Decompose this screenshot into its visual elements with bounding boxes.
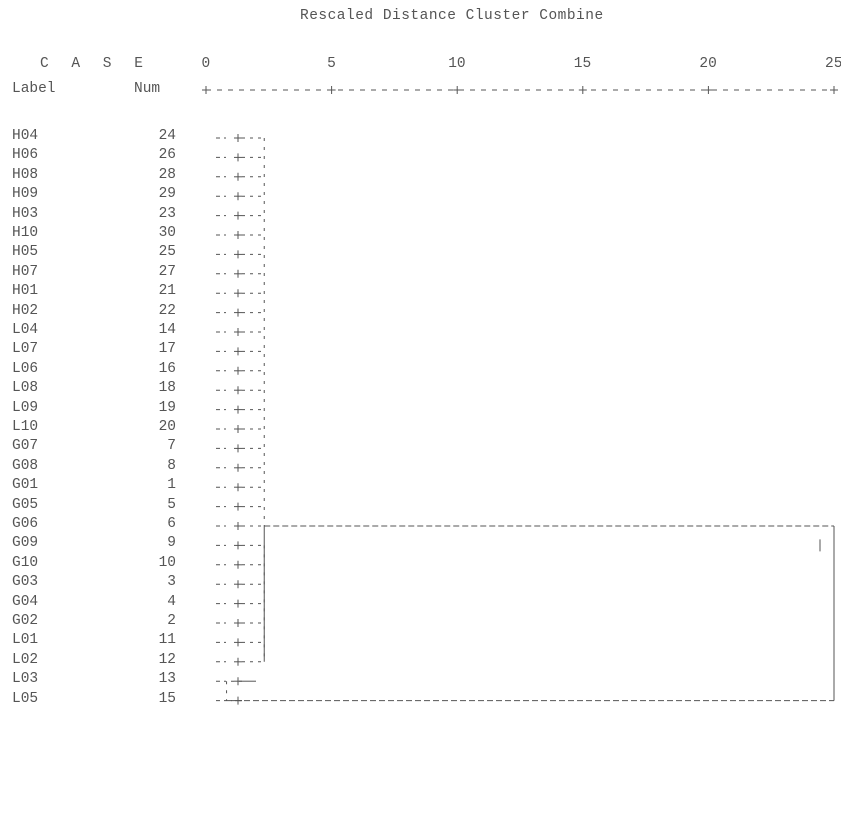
- case-num: 16: [158, 360, 176, 377]
- case-num: 1: [167, 477, 176, 494]
- case-num: 10: [158, 554, 176, 571]
- case-label: L09: [12, 399, 39, 416]
- case-label: G02: [12, 613, 39, 629]
- case-label: H10: [12, 225, 39, 241]
- case-label: H07: [12, 263, 39, 280]
- num-column-header: Num: [134, 81, 161, 97]
- case-num: 15: [158, 690, 176, 707]
- case-label: L02: [12, 651, 39, 668]
- case-num: 26: [158, 147, 176, 164]
- case-label: L07: [12, 341, 39, 358]
- case-num: 11: [158, 632, 176, 649]
- case-num: 17: [158, 341, 176, 358]
- case-label: G06: [12, 516, 39, 532]
- case-label: H05: [12, 244, 39, 261]
- case-num: 28: [158, 166, 176, 183]
- case-num: 19: [158, 399, 176, 416]
- tick-label: 20: [699, 56, 717, 72]
- case-label: L10: [12, 419, 39, 435]
- case-label: G03: [12, 574, 39, 591]
- case-header: C A S E: [40, 56, 150, 72]
- case-num: 23: [158, 205, 176, 222]
- case-num: 21: [158, 283, 176, 300]
- case-num: 13: [158, 671, 176, 688]
- case-label: L08: [12, 380, 39, 397]
- case-num: 30: [158, 225, 176, 241]
- case-num: 29: [158, 186, 176, 203]
- case-num: 12: [158, 651, 176, 668]
- case-num: 3: [167, 574, 176, 591]
- case-label: G08: [12, 457, 39, 474]
- case-num: 6: [167, 516, 176, 532]
- case-num: 4: [167, 593, 176, 610]
- case-label: G04: [12, 593, 39, 610]
- case-label: H06: [12, 147, 39, 164]
- case-label: H02: [12, 302, 39, 319]
- case-label: H09: [12, 186, 39, 203]
- case-label: L01: [12, 632, 39, 649]
- case-num: 18: [158, 380, 176, 397]
- case-label: G01: [12, 477, 39, 494]
- case-num: 8: [167, 457, 176, 474]
- case-num: 27: [158, 263, 176, 280]
- case-label: H03: [12, 205, 39, 222]
- case-num: 20: [158, 419, 176, 435]
- chart-title: Rescaled Distance Cluster Combine: [300, 8, 604, 24]
- case-label: L06: [12, 360, 39, 377]
- case-label: L05: [12, 690, 39, 707]
- case-num: 7: [167, 438, 176, 455]
- case-num: 5: [167, 496, 176, 513]
- case-label: L04: [12, 322, 39, 338]
- case-num: 14: [158, 322, 176, 338]
- distance-scale-axis: [202, 86, 838, 94]
- case-label: G05: [12, 496, 39, 513]
- case-label: G09: [12, 535, 39, 552]
- case-num: 22: [158, 302, 176, 319]
- tick-label: 15: [573, 56, 592, 72]
- case-num: 2: [167, 613, 176, 629]
- case-label: G10: [12, 554, 39, 571]
- label-column-header: Label: [12, 81, 56, 97]
- tick-label: 0: [201, 56, 211, 72]
- case-num: 9: [167, 535, 176, 552]
- case-label: G07: [12, 438, 39, 455]
- case-num: 25: [158, 244, 176, 261]
- case-label: L03: [12, 671, 39, 688]
- case-label: H04: [12, 128, 39, 144]
- tick-label: 25: [825, 56, 841, 72]
- tick-label: 5: [327, 56, 336, 72]
- case-num: 24: [158, 128, 176, 144]
- case-label: H08: [12, 166, 39, 183]
- tick-label: 10: [448, 56, 466, 72]
- case-label: H01: [12, 283, 39, 300]
